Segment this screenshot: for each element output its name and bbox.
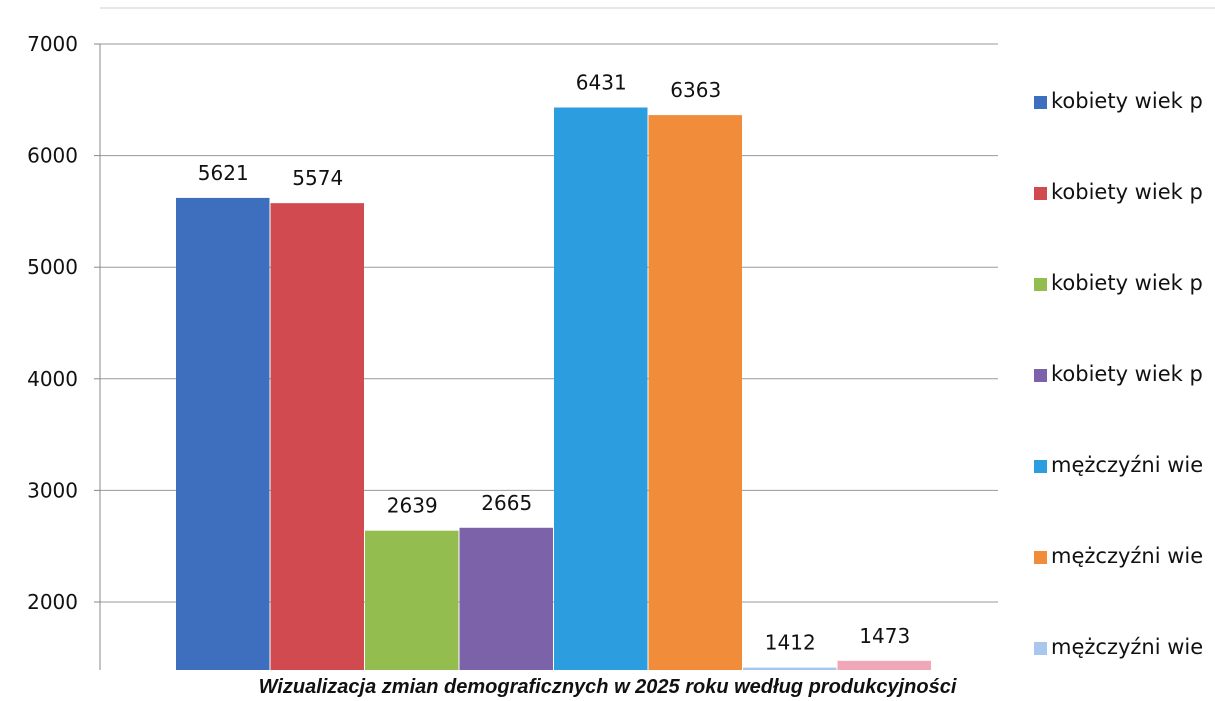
legend-swatch — [1034, 96, 1047, 109]
bar — [459, 527, 553, 670]
legend-label: mężczyźni wie — [1051, 544, 1203, 568]
chart-caption: Wizualizacja zmian demograficznych w 202… — [258, 676, 957, 698]
legend-swatch — [1034, 369, 1047, 382]
y-tick-label: 5000 — [27, 255, 78, 279]
y-tick-label: 7000 — [27, 32, 78, 56]
legend-label: kobiety wiek p — [1051, 89, 1203, 113]
data-label: 6431 — [576, 71, 627, 95]
data-label: 6363 — [670, 78, 721, 102]
legend-swatch — [1034, 642, 1047, 655]
bar — [648, 115, 742, 670]
data-label: 1412 — [765, 631, 816, 655]
legend-swatch — [1034, 551, 1047, 564]
legend-label: kobiety wiek p — [1051, 271, 1203, 295]
y-axis: 2000 3000 4000 5000 6000 7000 — [27, 32, 101, 670]
legend-label: kobiety wiek p — [1051, 180, 1203, 204]
legend-label: mężczyźni wie — [1051, 453, 1203, 477]
legend: kobiety wiek p kobiety wiek p kobiety wiek… — [1034, 89, 1203, 659]
bar — [837, 660, 931, 670]
bar — [554, 107, 648, 671]
bar — [176, 197, 270, 670]
bar — [365, 530, 459, 670]
legend-label: mężczyźni wie — [1051, 635, 1203, 659]
y-tick-label: 4000 — [27, 367, 78, 391]
data-label: 2665 — [481, 491, 532, 515]
legend-label: kobiety wiek p — [1051, 362, 1203, 386]
legend-swatch — [1034, 460, 1047, 473]
data-label: 5621 — [198, 161, 249, 185]
y-tick-label: 3000 — [27, 478, 78, 502]
y-tick-label: 2000 — [27, 590, 78, 614]
data-label: 2639 — [387, 494, 438, 518]
data-label: 5574 — [292, 166, 343, 190]
data-labels: 5621 5574 2639 2665 6431 6363 1412 1473 — [198, 71, 910, 655]
legend-swatch — [1034, 187, 1047, 200]
legend-swatch — [1034, 278, 1047, 291]
bars — [176, 107, 931, 671]
y-tick-label: 6000 — [27, 144, 78, 168]
bar — [743, 667, 837, 670]
data-label: 1473 — [859, 624, 910, 648]
bar — [270, 203, 364, 670]
